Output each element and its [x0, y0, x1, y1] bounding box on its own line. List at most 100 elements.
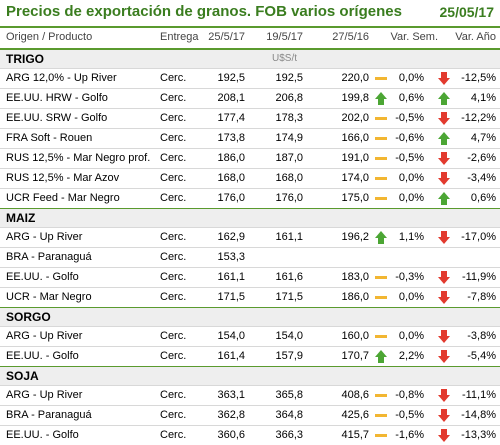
cell-price-prev-week: 192,5	[275, 72, 303, 84]
cell-origin: UCR Feed - Mar Negro	[6, 192, 120, 204]
report-date: 25/05/17	[439, 4, 495, 20]
cell-entrega: Cerc.	[160, 389, 187, 401]
down-arrow-icon	[438, 350, 450, 363]
cell-origin: EE.UU. - Golfo	[6, 271, 79, 283]
cell-entrega: Cerc.	[160, 409, 187, 421]
cell-price-current: 363,1	[217, 389, 245, 401]
section-header-maiz: MAIZ	[0, 208, 500, 227]
cell-var-anio: -11,9%	[461, 271, 496, 283]
cell-price-current: 161,1	[217, 271, 245, 283]
up-arrow-icon	[375, 350, 387, 363]
cell-origin: EE.UU. HRW - Golfo	[6, 92, 108, 104]
table-row: BRA - Paranaguá Cerc. 362,8 364,8 425,6 -0,5%…	[0, 405, 500, 425]
cell-price-prev-year: 202,0	[341, 112, 369, 124]
down-arrow-icon	[438, 429, 450, 442]
dash-icon	[375, 112, 387, 125]
section-name: SORGO	[6, 310, 51, 324]
cell-price-prev-week: 157,9	[275, 350, 303, 362]
cell-price-prev-week: 366,3	[275, 429, 303, 441]
cell-price-prev-week: 161,6	[275, 271, 303, 283]
up-arrow-icon	[375, 231, 387, 244]
cell-price-current: 171,5	[217, 291, 245, 303]
cell-price-prev-week: 168,0	[275, 172, 303, 184]
table-body: TRIGO U$S/t ARG 12,0% - Up River Cerc. 192,5…	[0, 49, 500, 445]
cell-var-sem: 0,0%	[398, 291, 424, 303]
cell-entrega: Cerc.	[160, 350, 187, 362]
cell-entrega: Cerc.	[160, 291, 187, 303]
down-arrow-icon	[438, 231, 450, 244]
cell-price-current: 154,0	[217, 330, 245, 342]
table-row: BRA - Paranaguá Cerc. 153,3	[0, 247, 500, 267]
cell-price-prev-year: 175,0	[341, 192, 369, 204]
cell-price-current: 162,9	[217, 231, 245, 243]
cell-var-sem: -0,8%	[395, 389, 424, 401]
cell-price-prev-week: 171,5	[275, 291, 303, 303]
down-arrow-icon	[438, 389, 450, 402]
cell-var-sem: -0,5%	[395, 112, 424, 124]
cell-var-sem: 0,0%	[398, 72, 424, 84]
dash-icon	[375, 429, 387, 442]
section-name: SOJA	[6, 369, 39, 383]
column-header-date-3: 27/5/16	[332, 31, 369, 43]
cell-var-sem: -0,3%	[395, 271, 424, 283]
section-header-trigo: TRIGO U$S/t	[0, 49, 500, 68]
cell-entrega: Cerc.	[160, 330, 187, 342]
cell-price-current: 186,0	[217, 152, 245, 164]
cell-var-anio: -11,1%	[461, 389, 496, 401]
cell-price-prev-week: 178,3	[275, 112, 303, 124]
cell-origin: ARG 12,0% - Up River	[6, 72, 117, 84]
cell-entrega: Cerc.	[160, 152, 187, 164]
table-row: EE.UU. - Golfo Cerc. 360,6 366,3 415,7 -1,6% -…	[0, 425, 500, 445]
cell-price-prev-year: 425,6	[341, 409, 369, 421]
cell-var-sem: 0,0%	[398, 192, 424, 204]
table-row: ARG - Up River Cerc. 162,9 161,1 196,2 1,1% -1…	[0, 227, 500, 247]
down-arrow-icon	[438, 330, 450, 343]
table-row: ARG 12,0% - Up River Cerc. 192,5 192,5 220,0…	[0, 68, 500, 88]
table-row: ARG - Up River Cerc. 363,1 365,8 408,6 -0,8% -…	[0, 385, 500, 405]
table-header: Precios de exportación de granos. FOB va…	[0, 0, 500, 26]
cell-price-prev-week: 176,0	[275, 192, 303, 204]
cell-origin: ARG - Up River	[6, 389, 83, 401]
cell-price-prev-week: 206,8	[275, 92, 303, 104]
section-unit: U$S/t	[272, 53, 298, 64]
cell-price-prev-year: 160,0	[341, 330, 369, 342]
cell-entrega: Cerc.	[160, 92, 187, 104]
cell-price-prev-year: 220,0	[341, 72, 369, 84]
cell-origin: UCR - Mar Negro	[6, 291, 92, 303]
cell-price-prev-year: 199,8	[341, 92, 369, 104]
section-header-soja: SOJA	[0, 366, 500, 385]
table-row: RUS 12,5% - Mar Negro prof. Cerc. 186,0 187…	[0, 148, 500, 168]
cell-price-prev-week: 365,8	[275, 389, 303, 401]
dash-icon	[375, 152, 387, 165]
cell-price-prev-week: 154,0	[275, 330, 303, 342]
table-row: FRA Soft - Rouen Cerc. 173,8 174,9 166,0 -0,6…	[0, 128, 500, 148]
cell-price-current: 208,1	[217, 92, 245, 104]
section-name: MAIZ	[6, 211, 36, 225]
cell-entrega: Cerc.	[160, 251, 187, 263]
cell-var-sem: 1,1%	[398, 231, 424, 243]
cell-origin: BRA - Paranaguá	[6, 409, 92, 421]
up-arrow-icon	[438, 132, 450, 145]
dash-icon	[375, 271, 387, 284]
dash-icon	[375, 389, 387, 402]
cell-var-sem: -0,5%	[395, 152, 424, 164]
cell-price-current: 192,5	[217, 72, 245, 84]
cell-price-current: 176,0	[217, 192, 245, 204]
cell-price-prev-year: 183,0	[341, 271, 369, 283]
cell-price-current: 360,6	[217, 429, 245, 441]
cell-price-prev-year: 415,7	[341, 429, 369, 441]
cell-price-prev-year: 196,2	[341, 231, 369, 243]
cell-entrega: Cerc.	[160, 72, 187, 84]
dash-icon	[375, 291, 387, 304]
down-arrow-icon	[438, 172, 450, 185]
column-header-var-sem: Var. Sem.	[390, 31, 438, 43]
dash-icon	[375, 172, 387, 185]
cell-var-sem: 0,0%	[398, 172, 424, 184]
column-header-var-anio: Var. Año	[455, 31, 496, 43]
down-arrow-icon	[438, 271, 450, 284]
cell-var-anio: -17,0%	[461, 231, 496, 243]
cell-price-prev-year: 174,0	[341, 172, 369, 184]
table-row: EE.UU. - Golfo Cerc. 161,1 161,6 183,0 -0,3% -…	[0, 267, 500, 287]
section-name: TRIGO	[6, 52, 44, 66]
table-row: EE.UU. - Golfo Cerc. 161,4 157,9 170,7 2,2% -5…	[0, 346, 500, 366]
